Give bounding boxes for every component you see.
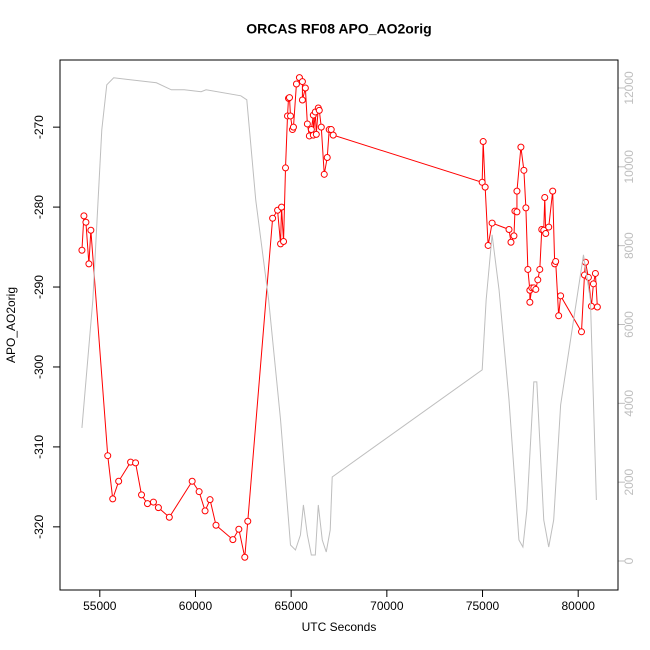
point — [282, 164, 290, 172]
y-tick-label: -300 — [32, 355, 46, 379]
point — [534, 276, 542, 284]
point — [115, 477, 123, 485]
point — [591, 269, 599, 277]
point — [526, 298, 534, 306]
point — [593, 303, 601, 311]
point — [524, 265, 532, 273]
y2-tick-label: 12000 — [622, 71, 636, 105]
point — [229, 536, 237, 544]
point — [532, 285, 540, 293]
point — [517, 143, 525, 151]
point — [154, 504, 162, 512]
point — [235, 525, 243, 533]
y2-tick-label: 0 — [622, 557, 636, 564]
y2-tick-label: 4000 — [622, 390, 636, 417]
point — [507, 238, 515, 246]
x-tick-label: 60000 — [179, 599, 213, 613]
point — [557, 292, 565, 300]
x-tick-label: 80000 — [562, 599, 596, 613]
point — [195, 488, 203, 496]
x-tick-label: 70000 — [370, 599, 404, 613]
point — [520, 166, 528, 174]
point — [278, 203, 286, 211]
point — [522, 204, 530, 212]
point — [269, 214, 277, 222]
point — [82, 218, 90, 226]
x-tick-label: 65000 — [274, 599, 308, 613]
point — [149, 498, 157, 506]
point — [545, 223, 553, 231]
point — [87, 226, 95, 234]
point — [85, 260, 93, 268]
point — [206, 496, 214, 504]
point — [484, 241, 492, 249]
series-line — [81, 77, 597, 556]
point — [289, 123, 297, 131]
plot-frame — [59, 59, 619, 591]
point — [78, 246, 86, 254]
y2-tick-label: 6000 — [622, 311, 636, 338]
point — [303, 120, 311, 128]
point — [536, 265, 544, 273]
point — [510, 232, 518, 240]
point — [317, 123, 325, 131]
point — [301, 84, 309, 92]
y-tick-label: -290 — [32, 275, 46, 299]
point — [329, 131, 337, 139]
point — [298, 96, 306, 104]
y-tick-label: -320 — [32, 515, 46, 539]
y2-tick-label: 10000 — [622, 150, 636, 184]
x-axis-title: UTC Seconds — [302, 620, 377, 634]
point — [298, 78, 306, 86]
point — [513, 187, 521, 195]
point — [212, 521, 220, 529]
point — [481, 183, 489, 191]
y-tick-label: -280 — [32, 195, 46, 219]
point — [109, 495, 117, 503]
point — [552, 257, 560, 265]
point — [312, 130, 320, 138]
x-tick-label: 75000 — [466, 599, 500, 613]
point — [80, 212, 88, 220]
point — [549, 187, 557, 195]
y-tick-label: -270 — [32, 115, 46, 139]
point — [188, 477, 196, 485]
point — [132, 459, 140, 467]
point — [541, 193, 549, 201]
point — [143, 500, 151, 508]
y-axis-title: APO_AO2orig — [4, 287, 18, 363]
point — [286, 112, 294, 120]
point — [165, 513, 173, 521]
point — [581, 258, 589, 266]
chart-title: ORCAS RF08 APO_AO2orig — [246, 21, 431, 37]
point — [241, 553, 249, 561]
point — [138, 491, 146, 499]
point — [320, 170, 328, 178]
point — [479, 138, 487, 146]
y2-tick-label: 2000 — [622, 468, 636, 495]
point — [542, 229, 550, 237]
point — [280, 237, 288, 245]
y2-tick-label: 8000 — [622, 232, 636, 259]
point — [292, 80, 300, 88]
point — [244, 517, 252, 525]
x-tick-label: 55000 — [83, 599, 117, 613]
point — [577, 328, 585, 336]
point — [505, 225, 513, 233]
point — [555, 312, 563, 320]
y-tick-label: -310 — [32, 435, 46, 459]
point — [513, 208, 521, 216]
point — [589, 280, 597, 288]
point — [104, 452, 112, 460]
point — [323, 154, 331, 162]
point — [315, 106, 323, 114]
point — [488, 219, 496, 227]
point — [201, 507, 209, 515]
point — [285, 94, 293, 102]
point — [587, 302, 595, 310]
